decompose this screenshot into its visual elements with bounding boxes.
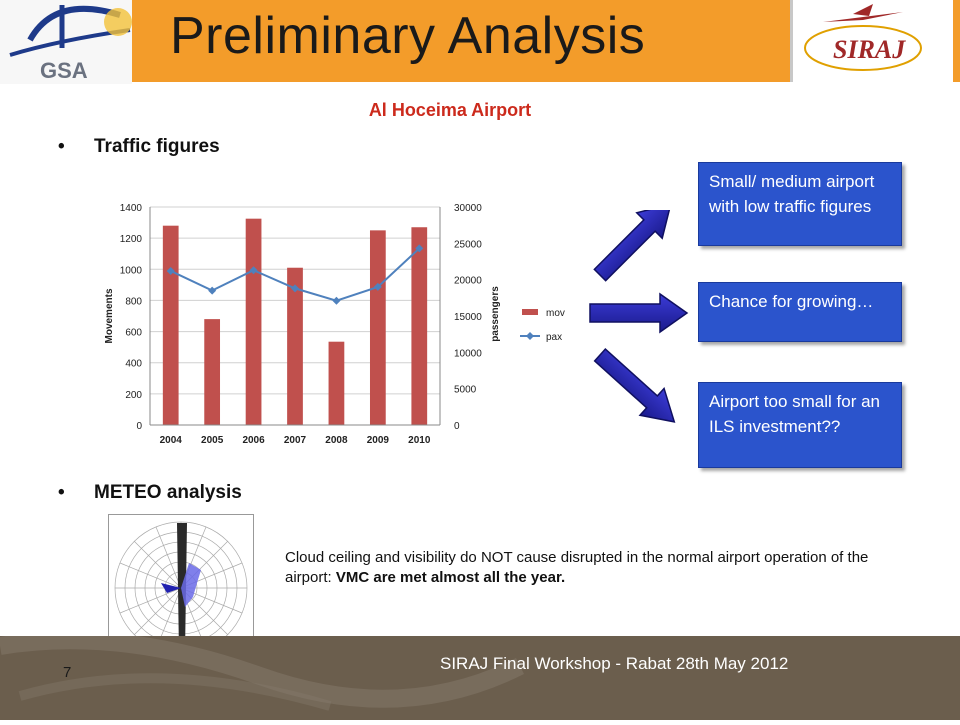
- slide-title: Preliminary Analysis: [170, 7, 646, 65]
- y-tick-label: 1400: [120, 203, 143, 214]
- meteo-text-normal: Cloud ceiling and visibility do NOT caus…: [285, 549, 869, 586]
- x-tick-label: 2010: [408, 435, 431, 446]
- page-number: 7: [63, 664, 72, 681]
- y2-tick-label: 10000: [454, 348, 482, 359]
- point-pax: [249, 266, 258, 275]
- y2-tick-label: 15000: [454, 312, 482, 323]
- bullet-traffic: • Traffic figures: [58, 136, 220, 158]
- y-axis-title: Movements: [104, 288, 115, 343]
- chart-axes: 0 200 400 600 800 1000 1200 1400 0 5000 10000 15000…: [104, 203, 501, 446]
- footer-text: SIRAJ Final Workshop - Rabat 28th May 20…: [440, 654, 789, 673]
- y2-tick-label: 5000: [454, 385, 477, 396]
- x-tick-label: 2008: [325, 435, 348, 446]
- y-tick-label: 400: [125, 359, 142, 370]
- point-pax: [415, 244, 424, 253]
- bullet-dot: •: [58, 136, 65, 157]
- point-pax: [166, 266, 175, 275]
- point-pax: [208, 286, 217, 295]
- arrow-right-icon: [589, 292, 689, 334]
- y-tick-label: 200: [125, 390, 142, 401]
- wind-rose-graphic: [114, 521, 248, 655]
- airport-subtitle: Al Hoceima Airport: [368, 100, 532, 120]
- point-pax: [332, 296, 341, 305]
- x-tick-label: 2005: [201, 435, 224, 446]
- legend-swatch-mov: [522, 309, 538, 315]
- gsa-logo: GSA: [0, 0, 132, 84]
- arrow-down-icon: [593, 347, 676, 423]
- bar-mov: [162, 225, 179, 425]
- chart-line: [166, 244, 424, 305]
- footer-bar: [0, 631, 960, 720]
- bar-mov: [411, 227, 428, 425]
- traffic-chart: 0 200 400 600 800 1000 1200 1400 0 5000 10000 15000…: [104, 203, 565, 446]
- callout-growth: Chance for growing…: [698, 282, 902, 342]
- point-pax: [373, 282, 382, 291]
- x-tick-label: 2004: [160, 435, 183, 446]
- arrow-up-icon: [593, 210, 672, 282]
- bullet-traffic-label: Traffic figures: [94, 136, 220, 157]
- arrow-group: [589, 210, 689, 423]
- x-tick-label: 2007: [284, 435, 307, 446]
- y-tick-label: 0: [136, 421, 142, 432]
- siraj-logo: SIRAJ: [790, 0, 953, 82]
- bar-mov: [287, 267, 303, 425]
- y2-tick-label: 25000: [454, 239, 482, 250]
- y-tick-label: 1200: [120, 234, 143, 245]
- meteo-text-bold: VMC are met almost all the year.: [335, 569, 566, 586]
- footer-decoration: [0, 631, 525, 711]
- meteo-description: Cloud ceiling and visibility do NOT caus…: [285, 548, 885, 588]
- gsa-logo-text: GSA: [40, 58, 88, 83]
- callout-ils: Airport too small for an ILS investment?…: [698, 382, 902, 468]
- y2-axis-title: passengers: [490, 286, 501, 342]
- chart-legend: mov pax: [520, 308, 565, 343]
- bar-mov: [369, 230, 386, 425]
- point-pax: [291, 284, 299, 293]
- gsa-logo-graphic: GSA: [9, 5, 132, 83]
- bullet-meteo: • METEO analysis: [58, 482, 242, 504]
- y2-tick-label: 20000: [454, 276, 482, 287]
- legend-label-pax: pax: [546, 332, 562, 343]
- callout-small-airport: Small/ medium airport with low traffic f…: [698, 162, 902, 246]
- y-tick-label: 800: [125, 296, 142, 307]
- x-tick-label: 2009: [367, 435, 390, 446]
- legend-marker-pax: [526, 332, 534, 340]
- y2-tick-label: 30000: [454, 203, 482, 214]
- bar-mov: [328, 341, 345, 425]
- bar-mov: [245, 218, 262, 425]
- y2-tick-label: 0: [454, 421, 460, 432]
- bullet-dot: •: [58, 482, 65, 503]
- y-tick-label: 1000: [120, 265, 143, 276]
- siraj-logo-text: SIRAJ: [833, 35, 906, 64]
- bullet-meteo-label: METEO analysis: [94, 482, 242, 503]
- legend-label-mov: mov: [546, 308, 565, 319]
- y-tick-label: 600: [125, 328, 142, 339]
- x-tick-label: 2006: [242, 435, 265, 446]
- bar-mov: [204, 319, 221, 425]
- siraj-logo-graphic: SIRAJ: [804, 4, 922, 71]
